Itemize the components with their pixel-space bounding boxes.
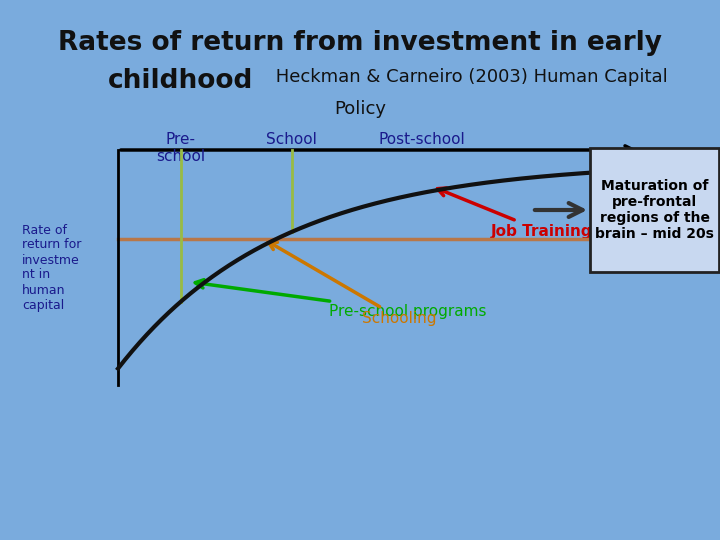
Text: Heckman & Carneiro (2003) Human Capital: Heckman & Carneiro (2003) Human Capital <box>270 68 667 86</box>
Text: Opportunity
cost of funds: Opportunity cost of funds <box>605 215 700 247</box>
FancyBboxPatch shape <box>590 148 719 272</box>
Text: childhood: childhood <box>108 68 253 94</box>
Text: School: School <box>266 132 317 147</box>
Text: Job Training: Job Training <box>438 188 593 239</box>
Text: Schooling: Schooling <box>268 242 437 326</box>
Text: Pre-
school: Pre- school <box>156 132 205 164</box>
Text: Pre-school programs: Pre-school programs <box>195 280 486 319</box>
Text: Rate of
return for
investme
nt in
human
capital: Rate of return for investme nt in human … <box>22 224 81 312</box>
Text: Post-school: Post-school <box>378 132 465 147</box>
Text: Maturation of
pre-frontal
regions of the
brain – mid 20s: Maturation of pre-frontal regions of the… <box>595 179 714 241</box>
Text: Rates of return from investment in early: Rates of return from investment in early <box>58 30 662 56</box>
Text: Policy: Policy <box>334 100 386 118</box>
